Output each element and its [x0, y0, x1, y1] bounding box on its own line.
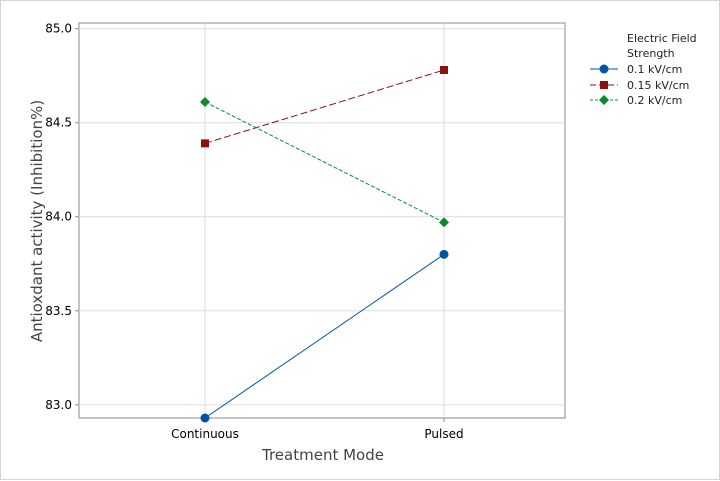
- data-point-square: [201, 139, 209, 148]
- plot-area: [78, 22, 566, 419]
- series-line-0: [204, 253, 445, 419]
- legend-title-line-2: Strength: [627, 47, 675, 60]
- data-point-square: [440, 66, 448, 75]
- legend-marker-diamond-icon: [599, 95, 609, 105]
- y-tick-label: 85.0: [45, 22, 72, 36]
- legend-item-0.2: 0.2 kV/cm: [590, 94, 682, 107]
- legend: Electric Field Strength 0.1 kV/cm 0.15 k…: [590, 32, 697, 107]
- data-point-diamond: [200, 97, 210, 107]
- legend-marker-circle-icon: [599, 64, 609, 74]
- x-tick-label: Continuous: [171, 427, 239, 441]
- legend-label-0.15: 0.15 kV/cm: [627, 79, 689, 92]
- y-axis-title: Antioxdant activity (Inhibition%): [28, 100, 46, 342]
- series-line-2: [204, 101, 445, 223]
- axis-ticks: 83.0 83.5 84.0 84.5 85.0 Continuous Pulsed: [45, 22, 463, 441]
- legend-label-0.1: 0.1 kV/cm: [627, 63, 682, 76]
- data-point-diamond: [439, 217, 449, 228]
- legend-label-0.2: 0.2 kV/cm: [627, 94, 682, 107]
- legend-marker-square-icon: [600, 81, 608, 89]
- series-line-1: [204, 69, 445, 144]
- y-tick-label: 83.0: [45, 398, 72, 412]
- x-axis-title: Treatment Mode: [261, 446, 384, 464]
- y-tick-label: 84.5: [45, 116, 72, 130]
- y-tick-label: 83.5: [45, 304, 72, 318]
- y-tick-label: 84.0: [45, 210, 72, 224]
- data-point-circle: [439, 249, 449, 259]
- legend-item-0.1: 0.1 kV/cm: [590, 63, 682, 76]
- data-point-circle: [200, 413, 210, 423]
- x-tick-label: Pulsed: [424, 427, 463, 441]
- legend-item-0.15: 0.15 kV/cm: [590, 79, 689, 92]
- legend-title-line-1: Electric Field: [627, 32, 697, 45]
- grid-lines: [79, 23, 565, 418]
- series-group: [200, 66, 449, 423]
